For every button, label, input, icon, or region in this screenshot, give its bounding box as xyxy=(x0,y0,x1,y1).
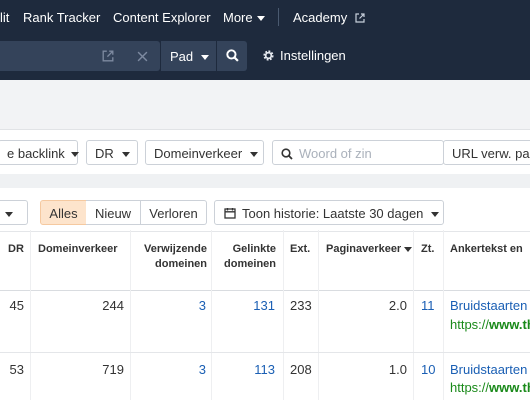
nav-item-content-explorer[interactable]: Content Explorer xyxy=(113,10,211,25)
rows-select[interactable] xyxy=(0,200,28,225)
page-header-bar xyxy=(0,80,530,130)
tab-lost[interactable]: Verloren xyxy=(141,200,207,225)
mode-select[interactable]: Pad xyxy=(160,41,216,71)
cell-zt-link[interactable]: 10 xyxy=(421,362,436,377)
col-header-linked-domains[interactable]: Gelinkte domeinen xyxy=(210,242,276,272)
cell-ext: 233 xyxy=(290,298,312,313)
chevron-down-icon xyxy=(250,152,259,158)
external-link-icon xyxy=(355,13,365,23)
column-separator xyxy=(413,230,414,400)
cell-ref-domains-link[interactable]: 3 xyxy=(198,298,206,313)
column-separator xyxy=(211,230,212,400)
url-input[interactable] xyxy=(0,41,160,71)
tab-all[interactable]: Alles xyxy=(40,200,87,225)
domain-traffic-filter-label: Domeinverkeer xyxy=(154,146,243,161)
col-header-anchor[interactable]: Ankertekst en xyxy=(450,243,523,255)
url-domain: www.th xyxy=(489,380,530,395)
nav-divider xyxy=(278,8,279,26)
settings-button[interactable]: Instellingen xyxy=(262,48,346,63)
mode-select-value: Pad xyxy=(170,49,194,64)
chevron-down-icon xyxy=(201,55,210,61)
column-separator xyxy=(130,230,131,400)
url-domain: www.th xyxy=(489,317,530,332)
search-icon xyxy=(226,49,239,62)
history-select[interactable]: Toon historie: Laatste 30 dagen xyxy=(214,200,444,225)
history-select-label: Toon historie: Laatste 30 dagen xyxy=(242,206,424,221)
cell-domain-traffic: 719 xyxy=(102,362,124,377)
col-header-ref-domains[interactable]: Verwijzende domeinen xyxy=(132,242,207,272)
column-separator xyxy=(318,230,319,400)
col-header-ext[interactable]: Ext. xyxy=(290,243,311,255)
cell-page-traffic: 2.0 xyxy=(388,298,407,313)
domain-traffic-filter[interactable]: Domeinverkeer xyxy=(145,140,264,165)
chevron-down-icon xyxy=(121,152,130,158)
nav-academy-label: Academy xyxy=(293,10,348,25)
table-header-border xyxy=(0,290,530,291)
dr-filter[interactable]: DR xyxy=(86,140,138,165)
url-prefix: https:// xyxy=(450,317,490,332)
cell-linked-domains-link[interactable]: 131 xyxy=(253,298,275,313)
section-divider xyxy=(0,174,530,188)
cell-dr: 53 xyxy=(9,362,24,377)
calendar-icon xyxy=(224,208,236,219)
col-header-linked-domains-line1: Gelinkte xyxy=(232,243,276,255)
chevron-down-icon xyxy=(431,212,440,218)
column-separator xyxy=(443,230,444,400)
dr-filter-label: DR xyxy=(95,146,114,161)
cell-ext: 208 xyxy=(290,362,312,377)
gear-icon xyxy=(263,50,274,61)
backlink-type-filter[interactable]: e backlink xyxy=(0,140,79,165)
nav-item-more[interactable]: More xyxy=(223,10,265,25)
target-url-link[interactable]: https://www.th xyxy=(450,317,530,332)
col-header-ref-domains-line1: Verwijzende xyxy=(144,243,207,255)
nav-more-label: More xyxy=(223,10,253,25)
col-header-page-traffic-label: Paginaverkeer xyxy=(326,243,402,255)
cell-page-traffic: 1.0 xyxy=(388,362,407,377)
chevron-down-icon xyxy=(70,152,79,158)
column-separator xyxy=(283,230,284,400)
tab-new[interactable]: Nieuw xyxy=(86,200,141,225)
backlink-filter-label: e backlink xyxy=(7,146,65,161)
word-search-placeholder: Woord of zin xyxy=(299,146,372,161)
nav-item-academy[interactable]: Academy xyxy=(293,10,365,25)
chevron-down-icon xyxy=(256,16,265,22)
url-prefix: https:// xyxy=(450,380,490,395)
target-url-link[interactable]: https://www.th xyxy=(450,380,530,395)
cell-dr: 45 xyxy=(9,298,24,313)
cell-linked-domains-link[interactable]: 113 xyxy=(254,362,275,377)
nav-item-site-explorer[interactable]: lit xyxy=(0,10,10,25)
table-top-border xyxy=(0,231,530,232)
nav-item-rank-tracker[interactable]: Rank Tracker xyxy=(23,10,101,25)
settings-label: Instellingen xyxy=(280,48,346,63)
url-ref-filter-label: URL verw. pag xyxy=(452,146,530,161)
col-header-ref-domains-line2: domeinen xyxy=(155,258,207,270)
col-header-page-traffic[interactable]: Paginaverkeer xyxy=(326,242,413,257)
search-button[interactable] xyxy=(217,41,247,71)
search-icon xyxy=(281,148,293,160)
cell-domain-traffic: 244 xyxy=(102,298,124,313)
clear-icon[interactable] xyxy=(137,51,148,62)
search-bar: Pad Instellingen xyxy=(0,34,530,80)
anchor-text-link[interactable]: Bruidstaarten xyxy=(450,362,528,377)
external-link-icon[interactable] xyxy=(102,50,114,62)
chevron-down-icon xyxy=(5,212,13,218)
word-search-input[interactable]: Woord of zin xyxy=(272,140,444,165)
row-divider xyxy=(0,352,530,353)
anchor-text-link[interactable]: Bruidstaarten xyxy=(450,298,528,313)
col-header-dr[interactable]: DR xyxy=(8,243,24,255)
filter-bar: e backlink DR Domeinverkeer Woord of zin… xyxy=(0,131,530,173)
col-header-domain-traffic[interactable]: Domeinverkeer xyxy=(38,243,118,255)
column-separator xyxy=(30,230,31,400)
url-ref-filter[interactable]: URL verw. pag xyxy=(443,140,530,165)
col-header-zt[interactable]: Zt. xyxy=(421,243,435,255)
sort-desc-icon xyxy=(404,246,413,252)
cell-zt-link[interactable]: 11 xyxy=(421,298,435,313)
top-navigation: lit Rank Tracker Content Explorer More A… xyxy=(0,0,530,34)
col-header-linked-domains-line2: domeinen xyxy=(224,258,276,270)
cell-ref-domains-link[interactable]: 3 xyxy=(198,362,206,377)
